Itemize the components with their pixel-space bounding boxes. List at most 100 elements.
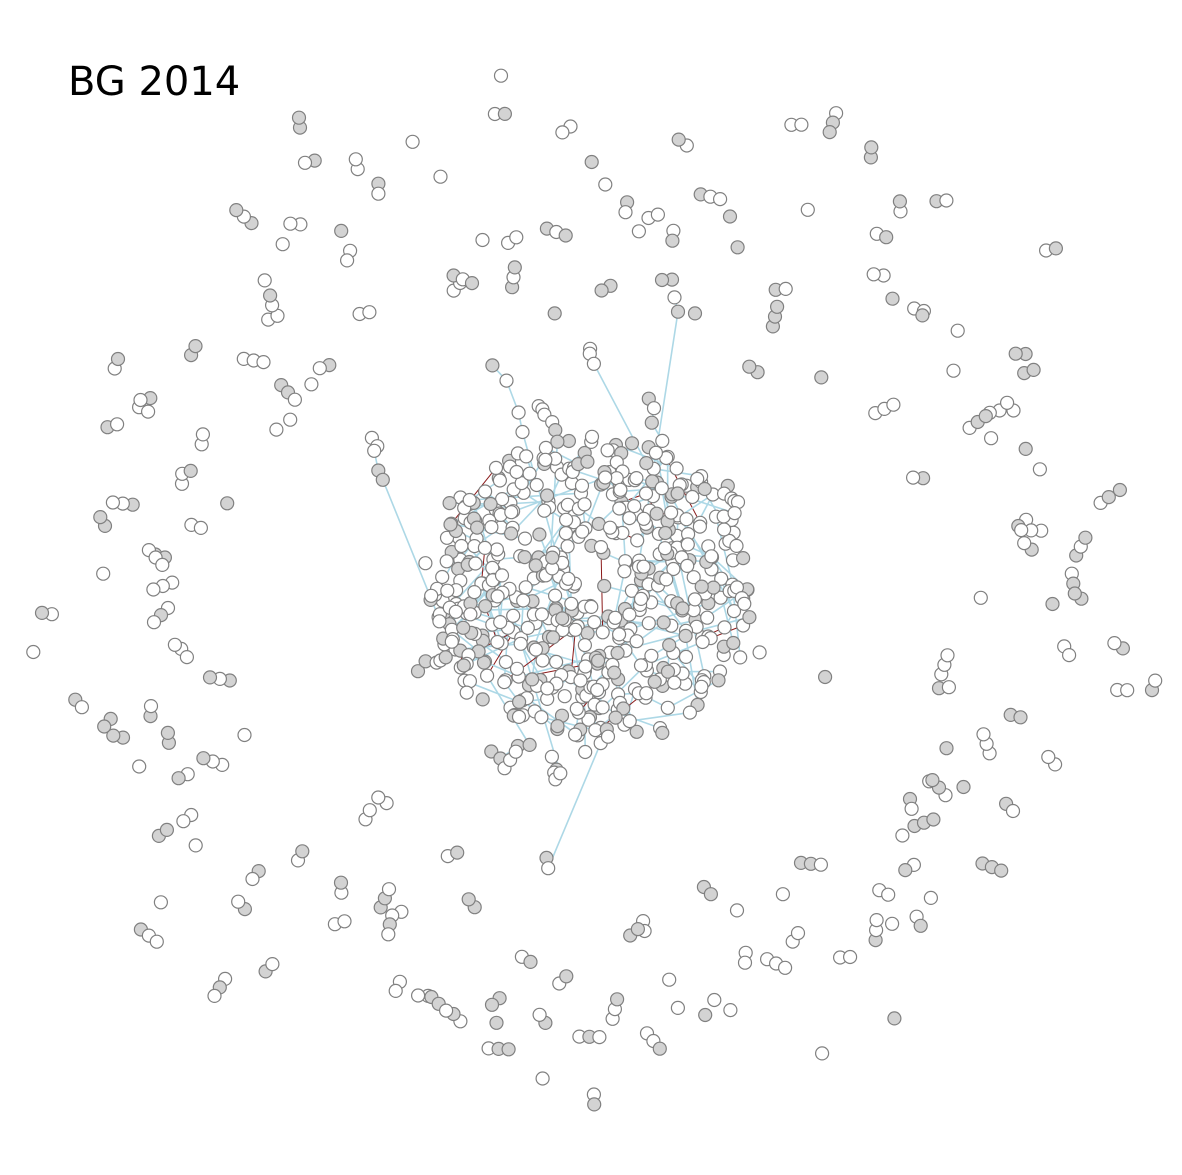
peripheral-node (97, 719, 112, 734)
core-node (555, 611, 570, 626)
core-node (539, 488, 555, 503)
core-node (492, 473, 507, 488)
peripheral-node (1148, 673, 1163, 688)
peripheral-node (976, 727, 991, 742)
core-node (578, 744, 593, 760)
core-node (516, 593, 531, 608)
core-node (517, 549, 532, 565)
core-node (704, 549, 719, 564)
peripheral-node (433, 169, 448, 184)
core-node (624, 436, 640, 451)
peripheral-node (662, 972, 677, 987)
peripheral-node (950, 323, 965, 338)
figure-title: BG 2014 (68, 59, 241, 105)
core-node (367, 443, 382, 458)
core-node (735, 550, 751, 566)
peripheral-node (769, 299, 785, 314)
peripheral-node (265, 956, 280, 972)
peripheral-node (994, 863, 1009, 878)
peripheral-node (371, 790, 386, 805)
peripheral-node (93, 509, 108, 525)
core-node (424, 588, 439, 603)
core-node (644, 648, 659, 663)
core-node (687, 592, 703, 607)
core-node (529, 477, 544, 493)
core-node (678, 649, 694, 665)
core-node (584, 429, 600, 444)
core-node (752, 645, 767, 660)
peripheral-node (813, 857, 829, 872)
core-node (694, 579, 709, 594)
peripheral-node (1013, 710, 1028, 725)
peripheral-node (698, 1007, 713, 1023)
core-node (558, 526, 574, 541)
core-node (480, 668, 495, 683)
core-node (649, 506, 664, 521)
peripheral-node (141, 404, 156, 419)
core-node (454, 538, 469, 554)
core-node (440, 583, 455, 598)
peripheral-node (411, 988, 426, 1003)
core-node (697, 481, 712, 497)
peripheral-node (703, 887, 719, 902)
core-node (667, 290, 682, 305)
core-node (630, 533, 645, 548)
core-node (742, 610, 757, 625)
core-node (717, 620, 732, 635)
peripheral-node (348, 152, 363, 167)
peripheral-node (618, 205, 633, 220)
core-node (532, 527, 547, 542)
core-node (439, 554, 454, 569)
peripheral-node (631, 224, 647, 239)
peripheral-node (340, 253, 355, 268)
core-node (522, 737, 537, 753)
peripheral-node (671, 132, 686, 147)
core-node (670, 486, 685, 501)
peripheral-node (777, 960, 793, 975)
peripheral-node (817, 669, 833, 685)
core-node (610, 645, 625, 661)
positive-edge (547, 742, 602, 869)
peripheral-node (940, 648, 955, 663)
peripheral-node (978, 409, 993, 424)
peripheral-node (547, 306, 562, 321)
peripheral-node (388, 983, 403, 999)
peripheral-node (188, 339, 203, 354)
peripheral-node (312, 361, 327, 376)
core-node (515, 424, 530, 440)
core-node (499, 373, 514, 388)
peripheral-node (775, 887, 791, 902)
core-node (569, 701, 584, 716)
peripheral-node (1048, 241, 1064, 256)
core-node (443, 517, 458, 532)
peripheral-node (1112, 482, 1128, 498)
core-node (669, 461, 684, 476)
core-node (462, 492, 477, 508)
peripheral-node (1008, 346, 1023, 361)
peripheral-node (983, 431, 999, 446)
core-node (706, 580, 721, 595)
peripheral-node (245, 871, 260, 887)
core-node (493, 614, 508, 630)
peripheral-node (1032, 462, 1048, 477)
core-node (509, 661, 525, 676)
peripheral-node (1101, 490, 1116, 505)
peripheral-node (283, 216, 298, 231)
core-node (695, 634, 710, 650)
peripheral-node (74, 700, 90, 715)
peripheral-node (334, 223, 349, 238)
peripheral-node (535, 1071, 550, 1086)
peripheral-node (160, 725, 175, 741)
peripheral-node (800, 202, 815, 217)
peripheral-node (973, 590, 988, 605)
peripheral-node (133, 392, 148, 408)
core-node (470, 520, 485, 535)
core-node (617, 564, 632, 579)
peripheral-node (592, 1029, 607, 1045)
peripheral-node (295, 844, 310, 859)
peripheral-node (333, 875, 349, 890)
core-node (584, 599, 599, 615)
peripheral-node (1026, 362, 1041, 377)
peripheral-node (450, 845, 465, 860)
core-node (685, 489, 700, 505)
